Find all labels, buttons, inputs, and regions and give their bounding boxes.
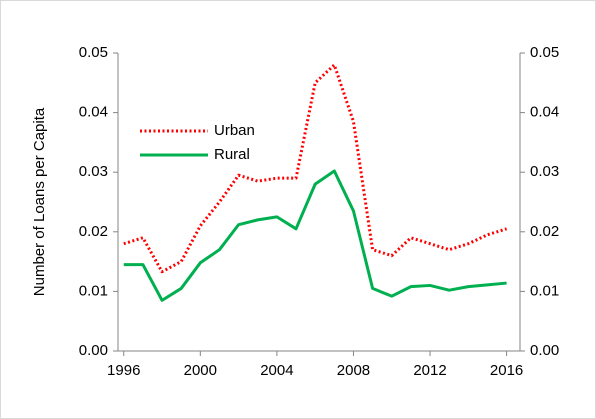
y2-tick-label: 0.00 — [530, 342, 559, 359]
y-tick-label: 0.05 — [79, 44, 108, 61]
x-tick-label: 2012 — [413, 362, 446, 379]
y-tick-label: 0.03 — [79, 163, 108, 180]
y2-tick-label: 0.03 — [530, 163, 559, 180]
y2-tick-label: 0.05 — [530, 44, 559, 61]
y2-tick-label: 0.04 — [530, 104, 559, 121]
y-tick-label: 0.00 — [79, 342, 108, 359]
y-tick-label: 0.02 — [79, 223, 108, 240]
legend-label: Rural — [214, 146, 250, 163]
y2-tick-label: 0.02 — [530, 223, 559, 240]
x-tick-label: 2004 — [260, 362, 293, 379]
y-tick-label: 0.01 — [79, 282, 108, 299]
x-tick-label: 2008 — [337, 362, 370, 379]
y-tick-label: 0.04 — [79, 104, 108, 121]
x-tick-label: 2000 — [184, 362, 217, 379]
x-tick-label: 1996 — [107, 362, 140, 379]
y-axis-label: Number of Loans per Capita — [31, 107, 48, 296]
line-series — [123, 63, 508, 274]
legend-label: Urban — [214, 122, 255, 139]
x-tick-label: 2016 — [490, 362, 523, 379]
y2-tick-label: 0.01 — [530, 282, 559, 299]
line-series — [123, 169, 507, 302]
